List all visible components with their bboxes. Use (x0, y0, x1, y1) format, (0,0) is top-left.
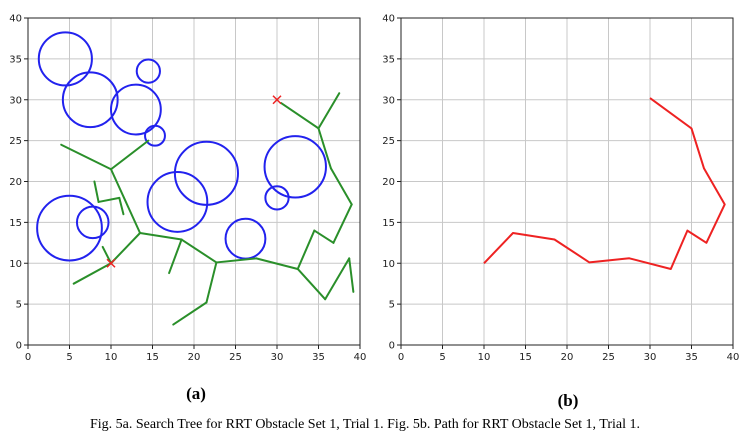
y-tick-label: 10 (9, 259, 22, 270)
tree-edge (255, 257, 299, 270)
x-tick-label: 20 (188, 352, 201, 363)
tree-edge (110, 232, 142, 265)
panel-b-plot: 0 5 10 15 20 25 30 35 40 0 5 10 15 20 25 30 35 40 (382, 14, 739, 364)
panel-a-plot: 0 5 10 15 20 25 30 35 40 0 5 10 15 20 25 30 35 40 (9, 14, 366, 364)
x-tick-label: 25 (602, 352, 615, 363)
tree-edge (317, 127, 332, 170)
x-tick-label: 30 (271, 352, 284, 363)
marker-stroke (272, 95, 282, 105)
y-tick-label: 15 (382, 218, 395, 229)
tree-edge (329, 167, 353, 206)
y-tick-label: 0 (16, 341, 22, 352)
y-tick-label: 20 (382, 177, 395, 188)
y-tick-label: 40 (382, 14, 395, 25)
tree-edge (296, 229, 316, 270)
tree-edge (332, 203, 353, 244)
path-line (483, 97, 726, 270)
tree-edge (313, 229, 335, 244)
x-tick-label: 30 (644, 352, 657, 363)
obstacle-circle (75, 205, 110, 240)
x-tick-label: 10 (105, 352, 118, 363)
x-tick-label: 5 (439, 352, 445, 363)
x-tick-label: 25 (229, 352, 242, 363)
tree-edge (110, 168, 142, 235)
y-tick-label: 5 (16, 300, 22, 311)
tree-edge (215, 257, 258, 264)
tree-edge (97, 196, 121, 203)
tree-edge (280, 102, 320, 130)
tree-edge (110, 139, 150, 171)
tree-edge (172, 301, 208, 326)
panel-a-label: (a) (186, 384, 206, 403)
obstacle-circle (146, 171, 209, 233)
y-tick-label: 10 (382, 259, 395, 270)
tree-edge (180, 238, 218, 264)
y-tick-label: 20 (9, 177, 22, 188)
start-marker (106, 258, 116, 268)
tree-edge (101, 245, 112, 265)
x-tick-label: 35 (312, 352, 325, 363)
obstacle-circle (263, 135, 327, 199)
x-tick-label: 5 (66, 352, 72, 363)
y-tick-label: 35 (9, 54, 22, 65)
y-tick-label: 25 (382, 136, 395, 147)
goal-marker (272, 95, 282, 105)
x-tick-label: 0 (398, 352, 404, 363)
tree-edge (348, 257, 355, 293)
obstacle-circle (144, 124, 166, 147)
tree-edge (168, 238, 183, 275)
x-tick-label: 15 (146, 352, 159, 363)
x-tick-label: 40 (354, 352, 367, 363)
x-tick-label: 15 (519, 352, 532, 363)
x-tick-label: 35 (685, 352, 698, 363)
x-tick-label: 20 (561, 352, 574, 363)
y-tick-label: 0 (389, 341, 395, 352)
tree-edge (324, 257, 351, 301)
obstacle-circle (224, 217, 267, 260)
tree-edge (317, 92, 341, 130)
tree-edge (296, 267, 327, 301)
tree-edge (205, 261, 218, 304)
x-tick-label: 10 (478, 352, 491, 363)
obstacle-circle (264, 185, 290, 211)
tree-edge (118, 196, 125, 216)
y-tick-label: 35 (382, 54, 395, 65)
tree-edge (60, 143, 112, 171)
obstacle-circle (37, 31, 93, 87)
tree-edge (93, 180, 100, 203)
y-tick-label: 30 (9, 95, 22, 106)
y-tick-label: 5 (389, 300, 395, 311)
obstacle-circle (135, 58, 161, 84)
x-tick-label: 40 (727, 352, 740, 363)
marker-stroke (106, 258, 116, 268)
obstacle-circle (109, 83, 162, 136)
x-tick-label: 0 (25, 352, 31, 363)
y-tick-label: 30 (382, 95, 395, 106)
y-tick-label: 25 (9, 136, 22, 147)
y-tick-label: 15 (9, 218, 22, 229)
figure-caption: Fig. 5a. Search Tree for RRT Obstacle Se… (90, 417, 640, 432)
obstacle-circle (61, 71, 119, 129)
tree-edge (72, 262, 112, 285)
obstacle-circle (36, 194, 103, 262)
tree-edge (139, 232, 183, 241)
panel-b-label: (b) (558, 391, 579, 410)
y-tick-label: 40 (9, 14, 22, 25)
